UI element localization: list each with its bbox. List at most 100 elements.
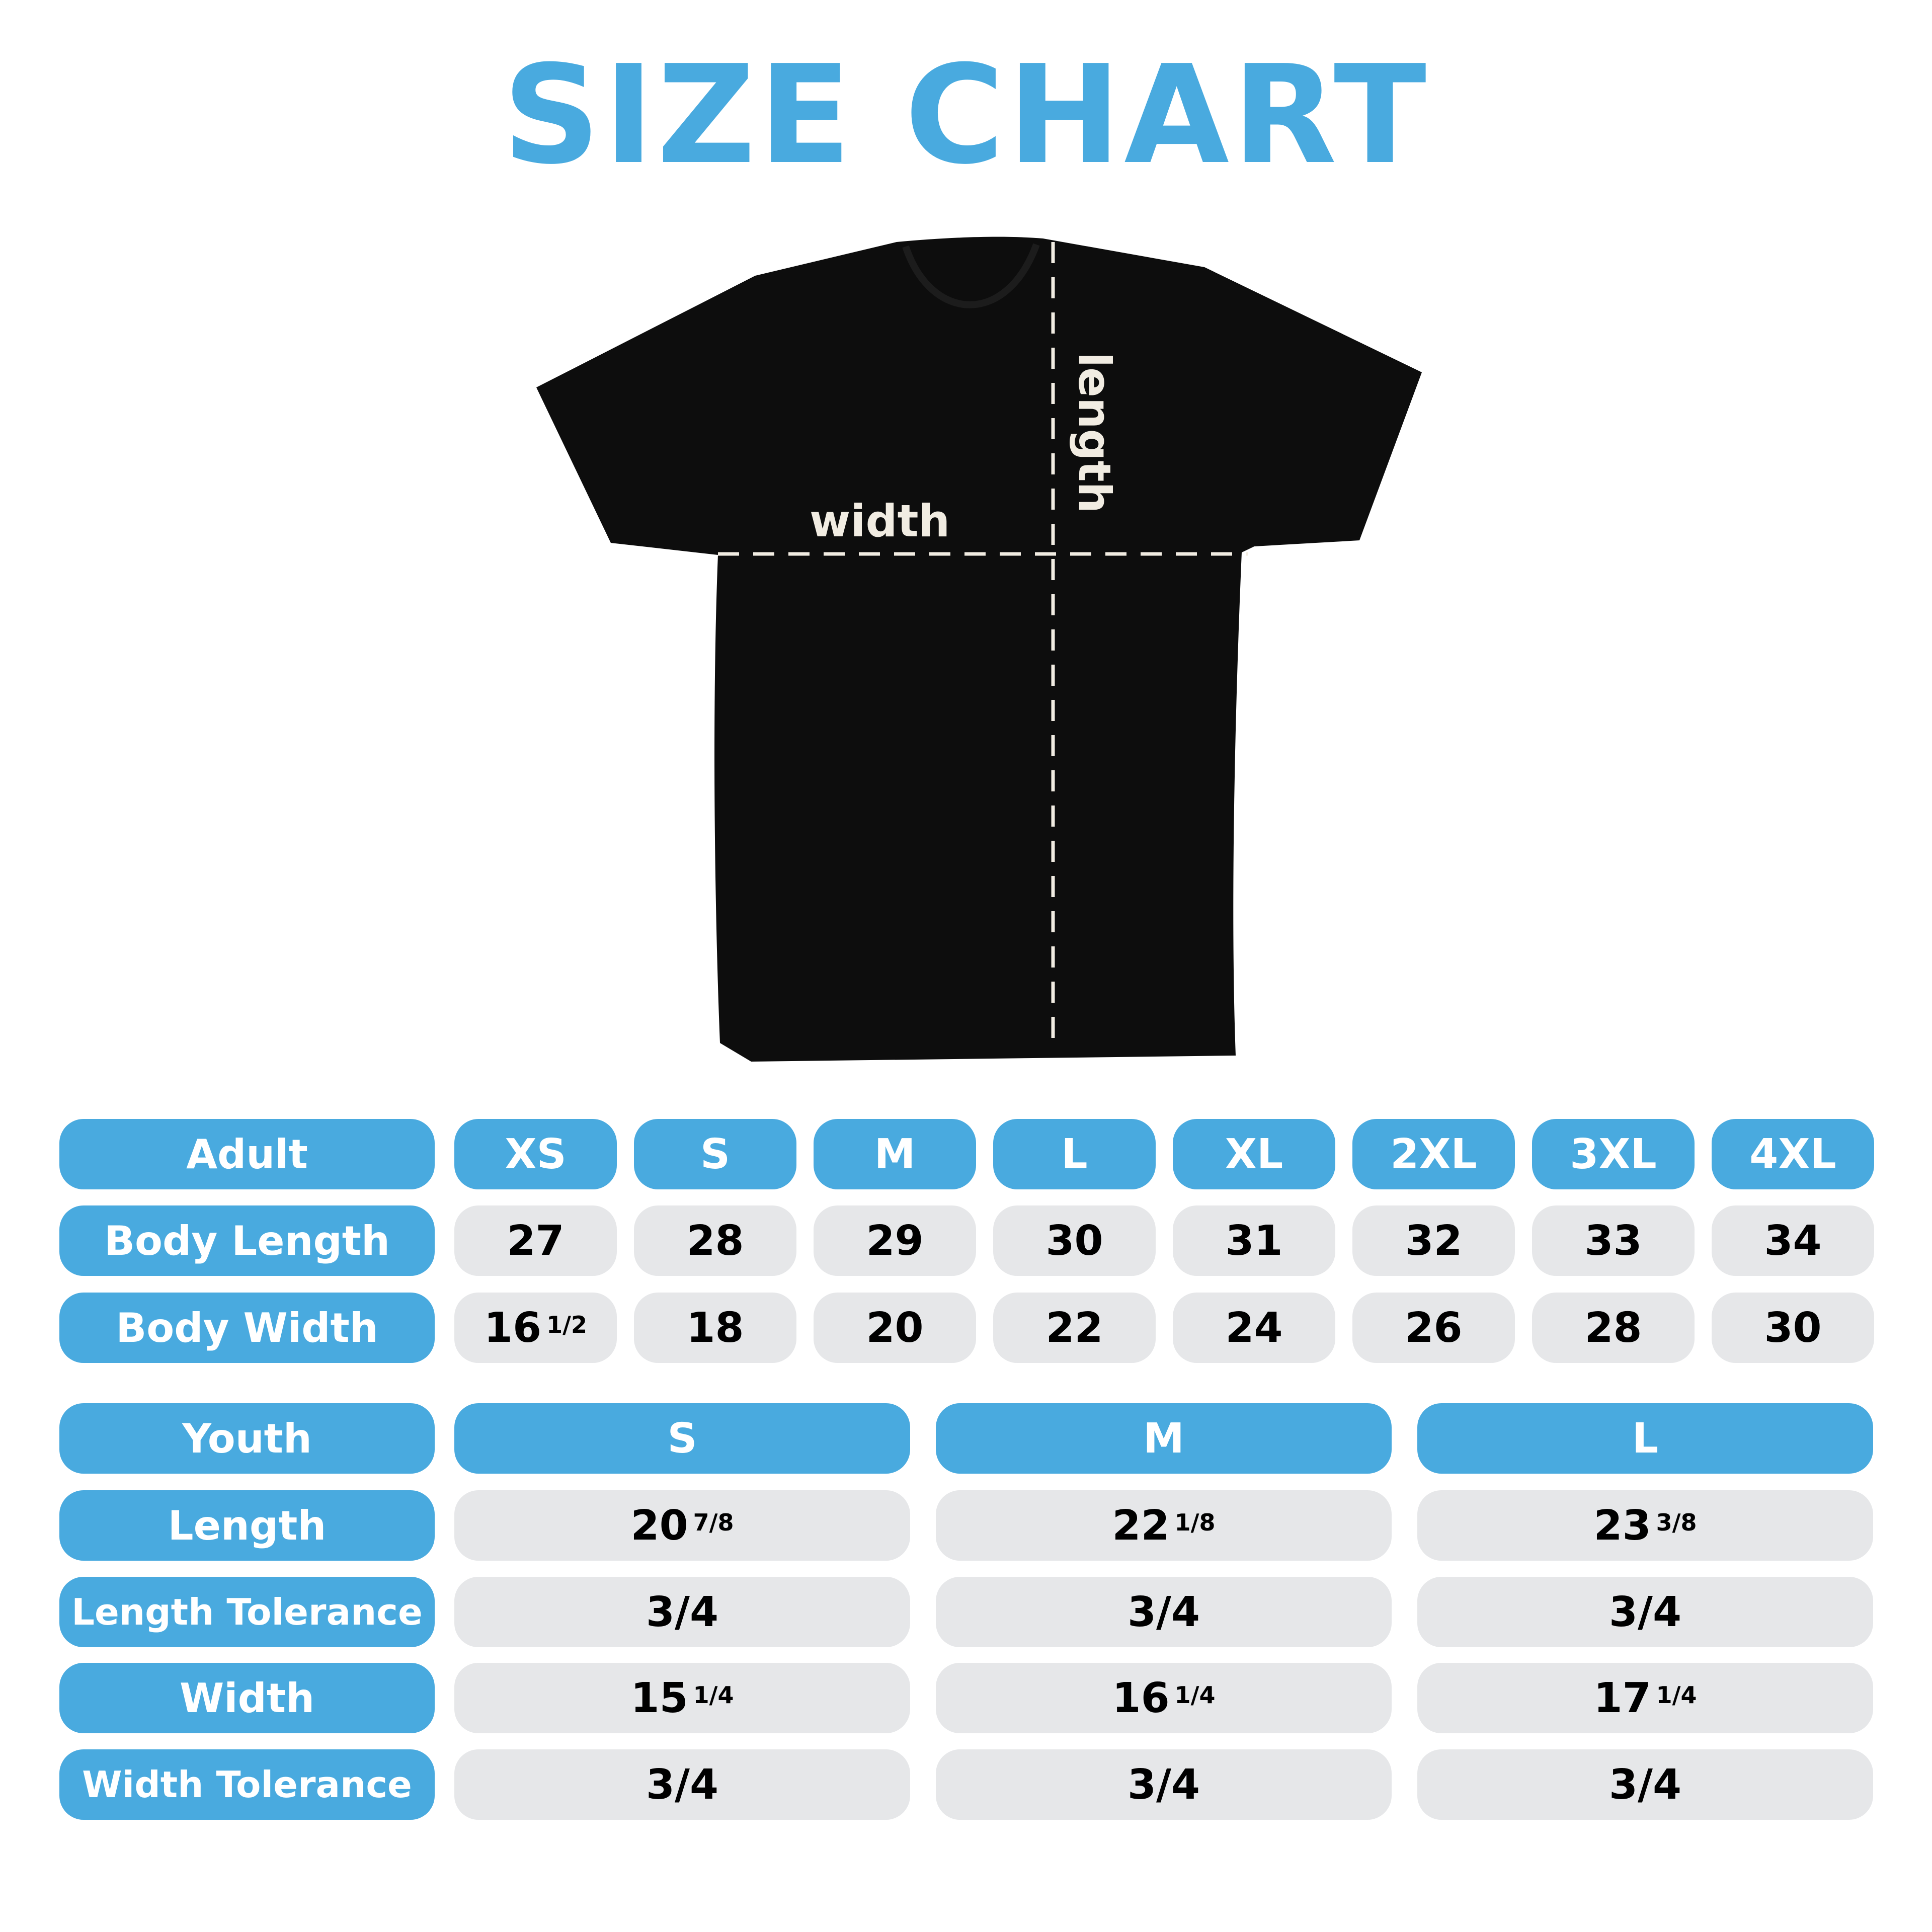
table-cell: 28	[1532, 1293, 1695, 1363]
size-header-l-text: L	[1061, 1130, 1088, 1178]
table-cell: 3/4	[454, 1749, 910, 1820]
size-header-xl-text: XL	[1225, 1130, 1283, 1178]
table-cell-text: 3/4	[1608, 1588, 1682, 1636]
table-cell-text: 15	[630, 1674, 688, 1722]
table-cell: 15 1/4	[454, 1663, 910, 1733]
youth-size-header-s-text: S	[667, 1414, 697, 1463]
youth-size-header-m: M	[936, 1403, 1392, 1474]
size-header-2xl: 2XL	[1352, 1119, 1515, 1189]
table-cell: 32	[1352, 1205, 1515, 1276]
fraction-text: 1/4	[1656, 1681, 1697, 1709]
table-cell-text: 18	[686, 1304, 744, 1352]
fraction-text: 1/4	[1174, 1681, 1216, 1709]
table-cell-text: 20	[630, 1501, 688, 1550]
table-cell: 30	[1712, 1293, 1874, 1363]
table-cell: 29	[814, 1205, 976, 1276]
table-cell: 28	[634, 1205, 796, 1276]
table-cell-text: 27	[507, 1217, 565, 1265]
table-cell-text: 22	[1045, 1304, 1103, 1352]
table-cell-text: 3/4	[646, 1760, 719, 1809]
table-cell: 22 1/8	[936, 1490, 1392, 1561]
size-header-xs-text: XS	[505, 1130, 567, 1178]
length-label: length	[1069, 352, 1120, 513]
row-label-width-tolerance: Width Tolerance	[59, 1749, 435, 1820]
youth-size-header-l: L	[1417, 1403, 1873, 1474]
table-cell-text: 16	[1112, 1674, 1170, 1722]
youth-size-header-l-text: L	[1632, 1414, 1659, 1463]
table-cell: 22	[993, 1293, 1156, 1363]
table-cell: 3/4	[1417, 1749, 1873, 1820]
size-header-m: M	[814, 1119, 976, 1189]
tshirt-shape	[536, 236, 1422, 1062]
size-header-s: S	[634, 1119, 796, 1189]
adult-header: Adult	[59, 1119, 435, 1189]
table-cell: 3/4	[454, 1577, 910, 1647]
size-header-4xl-text: 4XL	[1749, 1130, 1836, 1178]
table-cell-text: 31	[1225, 1217, 1283, 1265]
table-cell: 18	[634, 1293, 796, 1363]
table-cell-text: 23	[1593, 1501, 1651, 1550]
table-cell-text: 33	[1584, 1217, 1642, 1265]
table-cell: 3/4	[936, 1749, 1392, 1820]
size-header-3xl: 3XL	[1532, 1119, 1695, 1189]
table-cell: 20	[814, 1293, 976, 1363]
table-cell-text: 32	[1405, 1217, 1463, 1265]
table-cell-text: 16	[484, 1304, 542, 1352]
table-cell: 34	[1712, 1205, 1874, 1276]
table-cell-text: 3/4	[646, 1588, 719, 1636]
table-cell: 24	[1173, 1293, 1335, 1363]
size-header-l: L	[993, 1119, 1156, 1189]
size-header-xl: XL	[1173, 1119, 1335, 1189]
table-cell-text: 30	[1764, 1304, 1822, 1352]
row-label-length-tolerance-text: Length Tolerance	[71, 1591, 423, 1633]
youth-size-header-s: S	[454, 1403, 910, 1474]
table-cell: 16 1/4	[936, 1663, 1392, 1733]
width-label: width	[810, 495, 950, 547]
fraction-text: 7/8	[693, 1509, 734, 1536]
fraction-text: 1/4	[693, 1681, 734, 1709]
row-label-width: Width	[59, 1663, 435, 1733]
table-cell-text: 3/4	[1608, 1760, 1682, 1809]
table-cell-text: 28	[686, 1217, 744, 1265]
row-label-length-text: Length	[168, 1502, 327, 1549]
size-header-4xl: 4XL	[1712, 1119, 1874, 1189]
table-cell-text: 34	[1764, 1217, 1822, 1265]
row-label-body-length-text: Body Length	[104, 1217, 390, 1264]
table-cell-text: 3/4	[1127, 1588, 1200, 1636]
table-cell: 31	[1173, 1205, 1335, 1276]
table-cell-text: 3/4	[1127, 1760, 1200, 1809]
table-cell: 17 1/4	[1417, 1663, 1873, 1733]
fraction-text: 1/2	[546, 1311, 587, 1338]
row-label-body-length: Body Length	[59, 1205, 435, 1276]
row-label-body-width: Body Width	[59, 1293, 435, 1363]
size-header-m-text: M	[874, 1130, 916, 1178]
table-cell-text: 29	[866, 1217, 924, 1265]
table-cell: 20 7/8	[454, 1490, 910, 1561]
youth-header: Youth	[59, 1403, 435, 1474]
table-cell: 3/4	[1417, 1577, 1873, 1647]
table-cell-text: 28	[1584, 1304, 1642, 1352]
fraction-text: 3/8	[1656, 1509, 1697, 1536]
row-label-body-width-text: Body Width	[116, 1304, 378, 1351]
youth-size-header-m-text: M	[1143, 1414, 1184, 1463]
row-label-width-text: Width	[179, 1674, 315, 1722]
table-cell: 16 1/2	[454, 1293, 617, 1363]
table-cell: 33	[1532, 1205, 1695, 1276]
collar	[902, 243, 1040, 308]
page-title: SIZE CHART	[502, 36, 1430, 194]
table-cell-text: 30	[1045, 1217, 1103, 1265]
table-cell: 23 3/8	[1417, 1490, 1873, 1561]
row-label-length-tolerance: Length Tolerance	[59, 1577, 435, 1647]
table-cell-text: 22	[1112, 1501, 1170, 1550]
youth-header-text: Youth	[182, 1415, 312, 1462]
table-cell: 27	[454, 1205, 617, 1276]
adult-header-text: Adult	[186, 1131, 308, 1178]
table-cell: 3/4	[936, 1577, 1392, 1647]
size-header-3xl-text: 3XL	[1570, 1130, 1657, 1178]
table-cell-text: 26	[1405, 1304, 1463, 1352]
table-cell: 26	[1352, 1293, 1515, 1363]
row-label-length: Length	[59, 1490, 435, 1561]
row-label-width-tolerance-text: Width Tolerance	[82, 1763, 412, 1806]
size-header-s-text: S	[700, 1130, 731, 1178]
